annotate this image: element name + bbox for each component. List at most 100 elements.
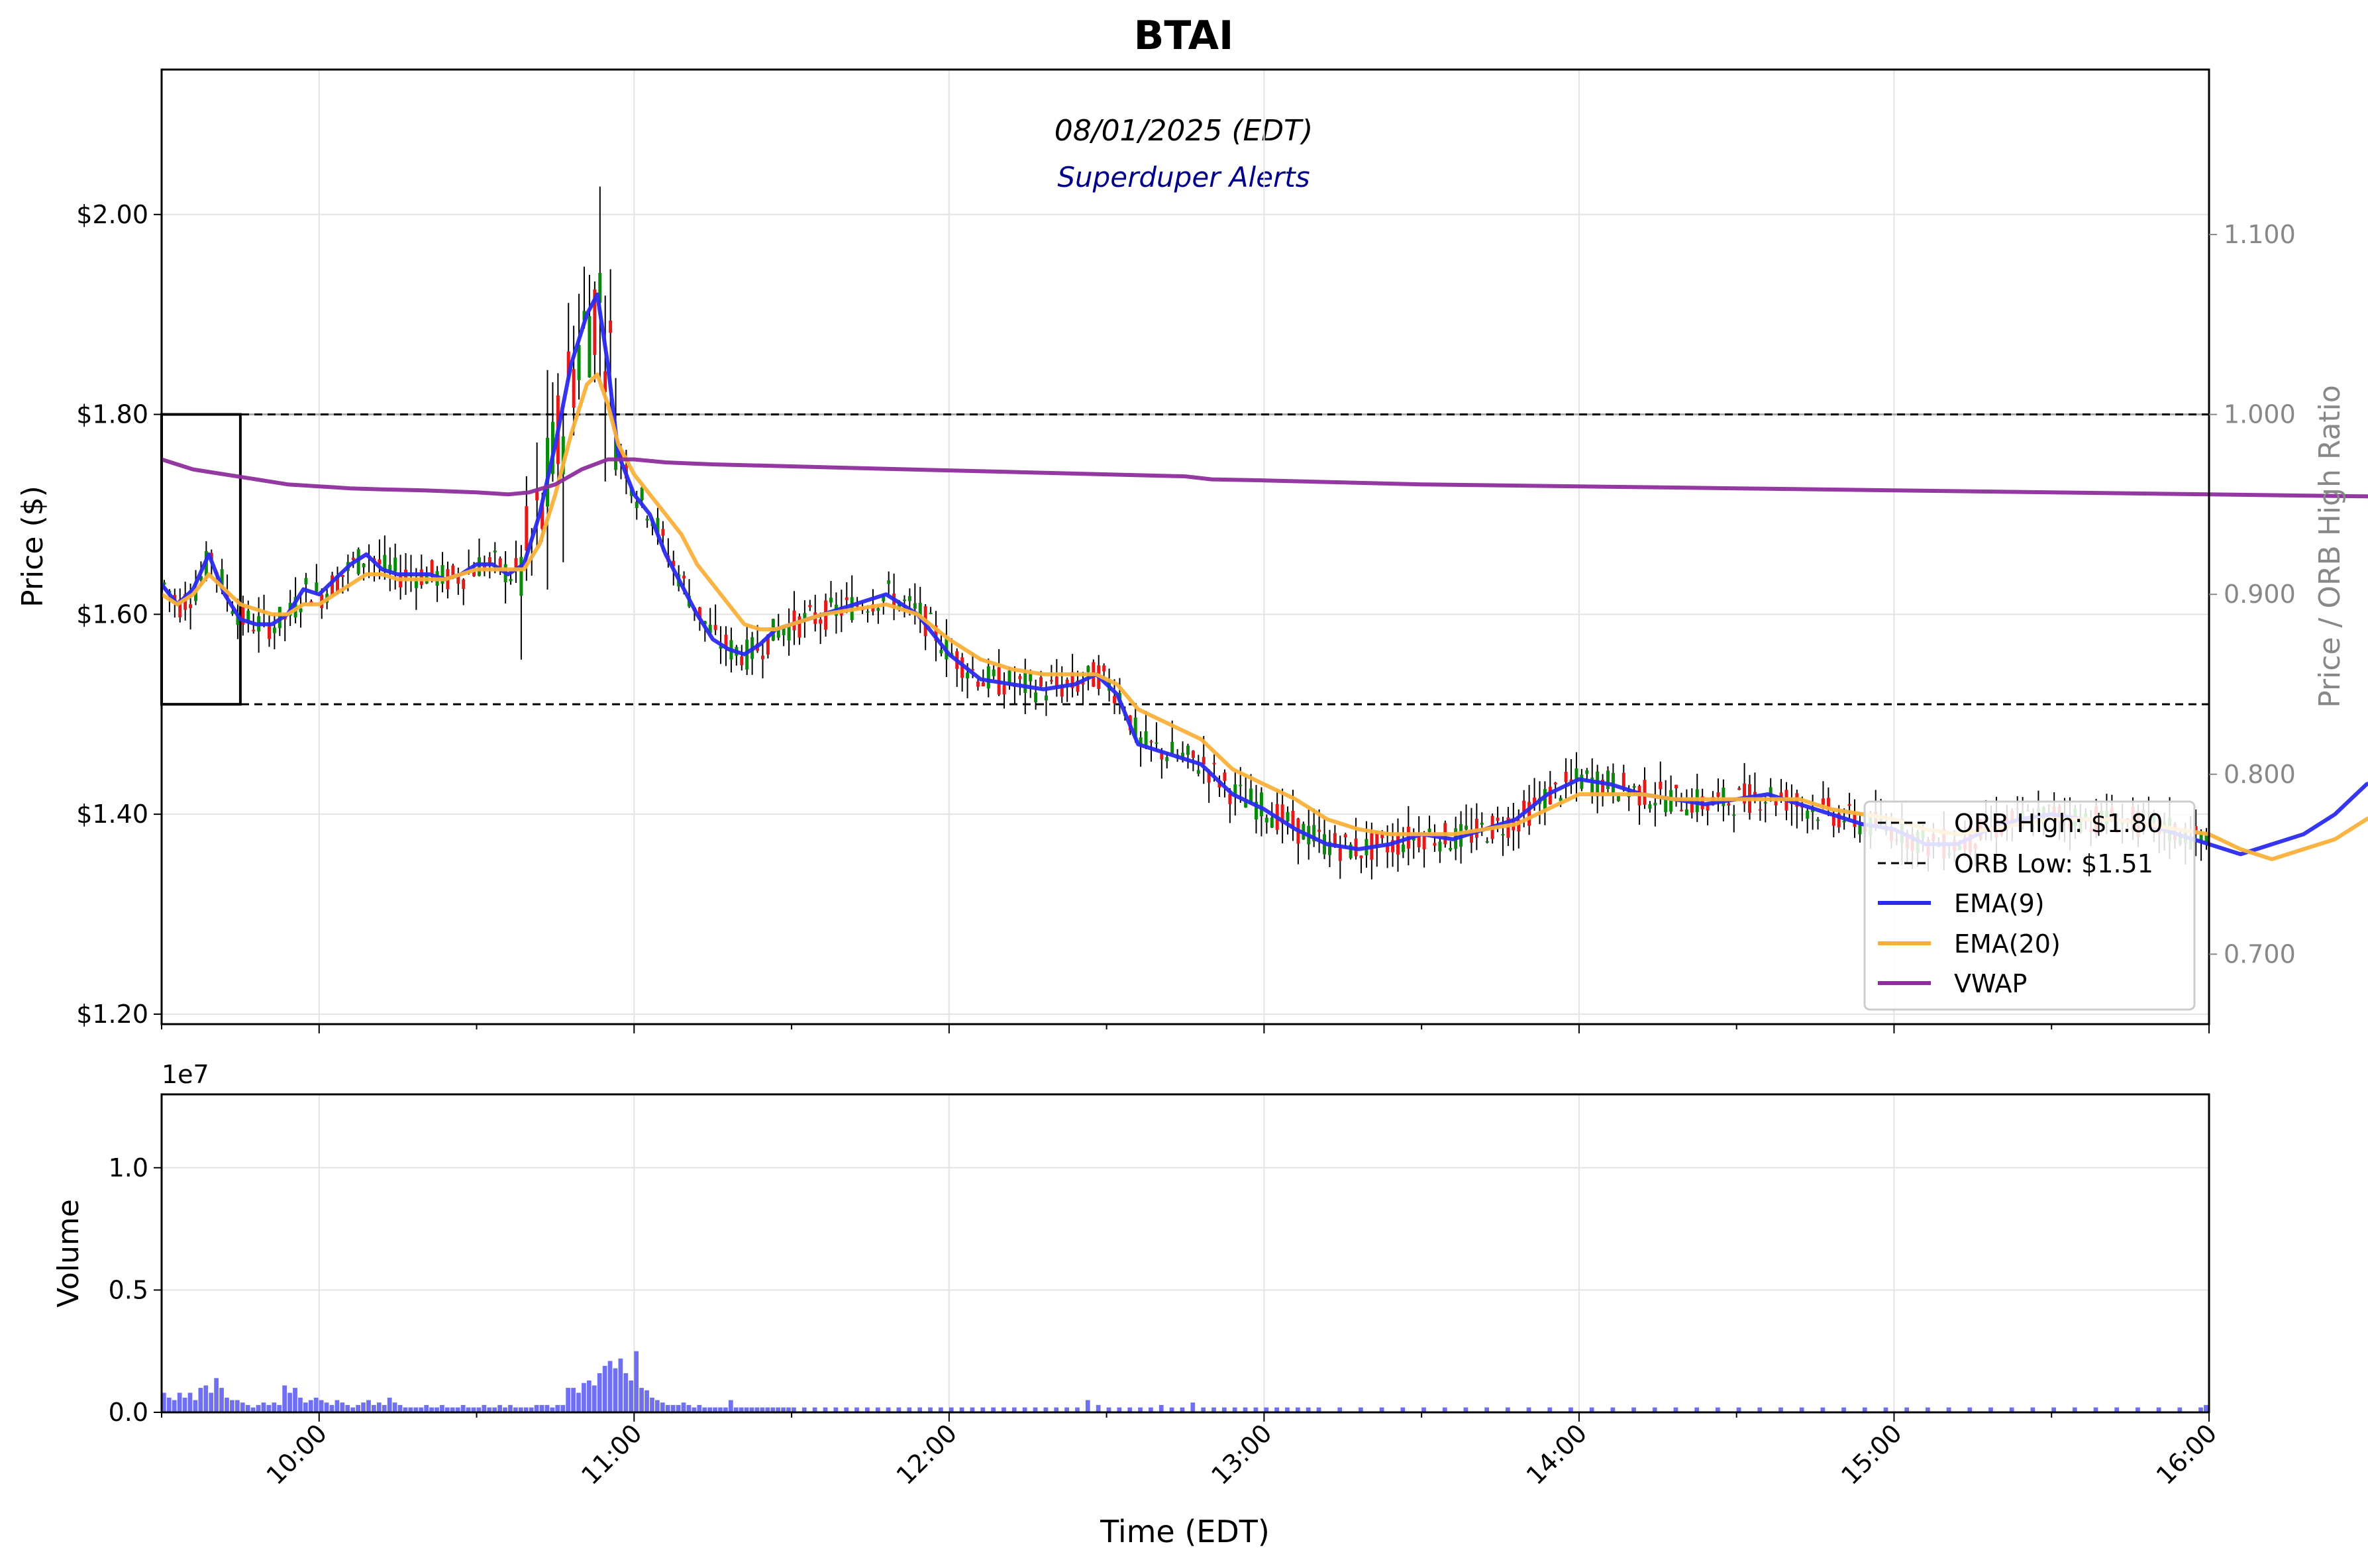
price-y-tick-label: $1.80: [76, 400, 148, 429]
volume-bar: [650, 1397, 654, 1412]
volume-bar: [256, 1404, 261, 1412]
price-y-tick-label: $2.00: [76, 200, 148, 229]
volume-bar: [1033, 1407, 1038, 1412]
candle-body: [1706, 804, 1710, 811]
volume-bar: [896, 1407, 901, 1412]
volume-bar: [991, 1407, 996, 1412]
candle-body: [1396, 835, 1400, 855]
candle-body: [1543, 789, 1547, 811]
volume-bar: [644, 1390, 649, 1412]
candle-body: [1196, 770, 1200, 774]
volume-bar: [2009, 1407, 2014, 1412]
candle-body: [713, 625, 717, 631]
volume-bar: [209, 1392, 214, 1412]
volume-bar: [497, 1404, 502, 1412]
candle-body: [1769, 787, 1773, 797]
volume-bar: [550, 1407, 555, 1412]
candle-body: [572, 369, 576, 408]
volume-bar: [1002, 1407, 1006, 1412]
candle-body: [1081, 682, 1085, 685]
legend-label-orb-high: ORB High: $1.80: [1954, 809, 2163, 838]
volume-bar: [424, 1404, 429, 1412]
volume-bar: [1652, 1407, 1657, 1412]
candle-body: [2199, 832, 2203, 841]
volume-bar: [1610, 1407, 1616, 1412]
volume-y-tick-label: 0.0: [109, 1398, 148, 1427]
candle-body: [1585, 770, 1589, 774]
volume-bar: [1631, 1407, 1636, 1412]
volume-bar: [833, 1407, 839, 1412]
candle-body: [1165, 757, 1169, 761]
candle-body: [1207, 771, 1211, 783]
candle-body: [1391, 840, 1395, 853]
volume-bar: [812, 1407, 817, 1412]
candle-body: [178, 599, 182, 617]
volume-bar: [2204, 1404, 2208, 1412]
volume-bar: [303, 1402, 308, 1412]
ratio-y-tick-label: 1.000: [2224, 400, 2296, 429]
candle-body: [1139, 737, 1143, 745]
volume-bar: [571, 1388, 576, 1412]
volume-bar: [1883, 1407, 1888, 1412]
candle-body: [577, 344, 581, 380]
volume-bars: [162, 1351, 2208, 1412]
volume-bar: [1253, 1407, 1259, 1412]
volume-bar: [1589, 1407, 1594, 1412]
candle-body: [541, 500, 544, 529]
volume-bar: [1264, 1407, 1269, 1412]
volume-bar: [1337, 1407, 1343, 1412]
candle-body: [672, 560, 676, 567]
volume-bar: [1075, 1407, 1080, 1412]
volume-bar: [376, 1402, 382, 1412]
volume-bar: [340, 1402, 345, 1412]
volume-bar: [266, 1404, 272, 1412]
chart-title: BTAI: [1134, 13, 1234, 59]
volume-bar: [2177, 1407, 2183, 1412]
candle-body: [1264, 817, 1268, 823]
volume-bar: [1673, 1407, 1678, 1412]
volume-bar: [865, 1407, 870, 1412]
candle-body: [1806, 810, 1810, 819]
volume-bar: [245, 1404, 250, 1412]
candle-body: [593, 289, 597, 355]
volume-bar: [681, 1402, 686, 1412]
volume-bar: [193, 1400, 198, 1412]
volume-bar: [2114, 1407, 2120, 1412]
candle-body: [1763, 802, 1767, 804]
candle-body: [1474, 818, 1478, 838]
volume-bar: [287, 1392, 292, 1412]
price-axis-label: Price ($): [16, 486, 50, 607]
candle-body: [1155, 742, 1158, 744]
candle-body: [819, 619, 823, 624]
candle-body: [866, 611, 870, 613]
volume-bar: [1757, 1407, 1763, 1412]
candle-body: [1831, 816, 1835, 826]
candle-body: [1826, 798, 1830, 808]
candle-body: [635, 501, 639, 508]
candle-body: [462, 579, 466, 589]
candle-body: [1527, 802, 1531, 826]
candle-body: [1249, 788, 1253, 804]
legend: ORB High: $1.80 ORB Low: $1.51 EMA(9) EM…: [1863, 800, 2196, 1011]
volume-bar: [1505, 1407, 1510, 1412]
volume-bar: [2072, 1407, 2077, 1412]
volume-bar: [408, 1407, 413, 1412]
volume-bar: [792, 1407, 796, 1412]
legend-label-ema20: EMA(20): [1954, 929, 2061, 959]
volume-bar: [949, 1407, 954, 1412]
volume-bar: [435, 1407, 439, 1412]
candle-body: [430, 560, 434, 574]
candle-body: [845, 597, 849, 600]
ratio-y-tick-label: 0.700: [2224, 939, 2296, 968]
volume-bar: [980, 1407, 986, 1412]
volume-bar: [539, 1404, 544, 1412]
candle-body: [1601, 780, 1605, 794]
volume-bar: [854, 1407, 859, 1412]
candle-body: [1417, 835, 1421, 847]
volume-y-tick-label: 1.0: [109, 1153, 148, 1182]
candle-body: [231, 611, 234, 614]
volume-bar: [1547, 1407, 1553, 1412]
candle-body: [1569, 779, 1573, 782]
chart-subtitle: 08/01/2025 (EDT): [1055, 114, 1313, 148]
volume-bar: [219, 1388, 224, 1412]
